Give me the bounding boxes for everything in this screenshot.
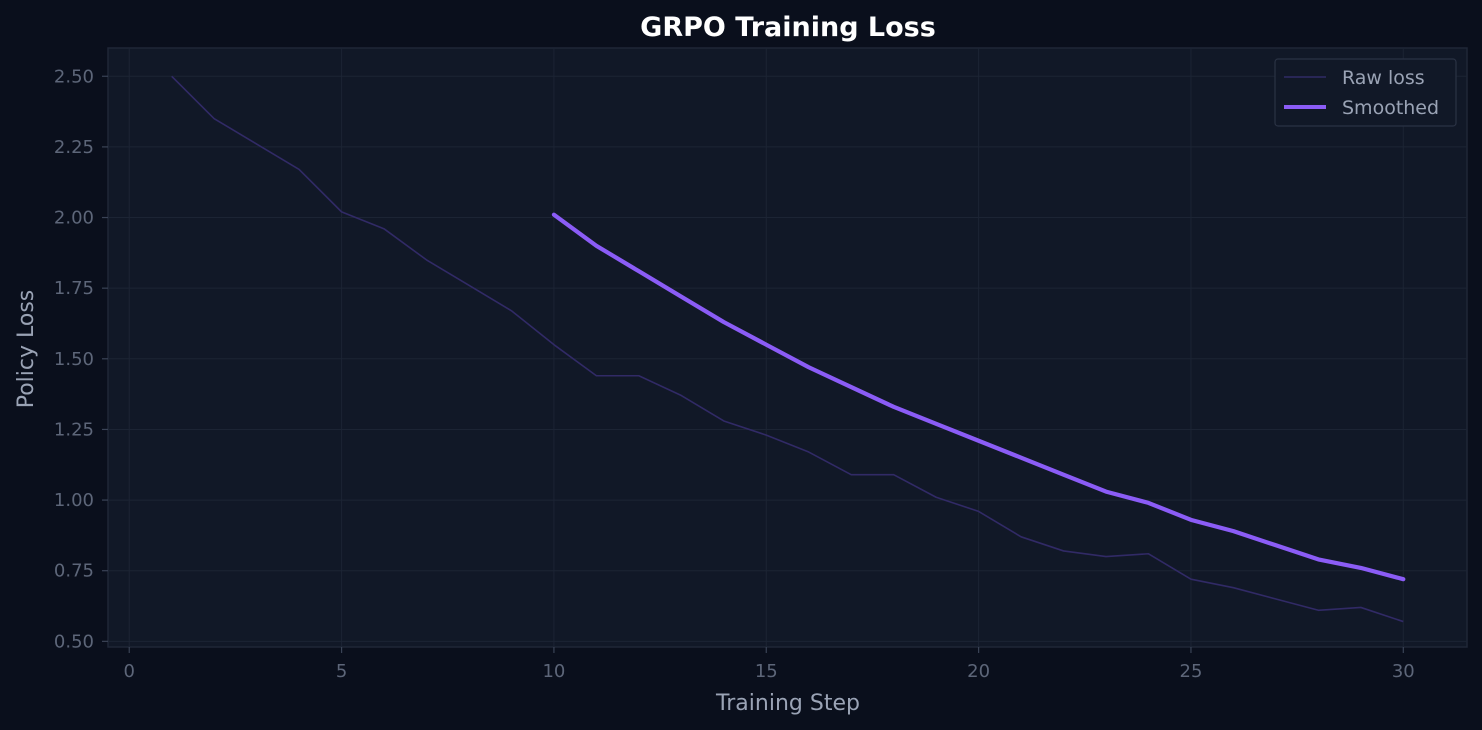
y-tick-label: 1.75 <box>54 278 94 299</box>
y-tick-label: 1.25 <box>54 419 94 440</box>
series-lines <box>171 75 1406 623</box>
series-line-smoothed <box>551 212 1406 582</box>
y-tick-label: 2.25 <box>54 137 94 158</box>
legend-box <box>1274 58 1457 127</box>
grid <box>108 48 1467 647</box>
x-tick-label: 5 <box>336 661 347 682</box>
x-tick-label: 10 <box>542 661 565 682</box>
axis-ticks: 0 5 10 15 20 25 30 0.50 0.75 1.00 1.25 1.50 1.75 2.00… <box>54 66 1415 682</box>
x-tick-label: 30 <box>1392 661 1415 682</box>
legend-label-smoothed: Smoothed <box>1342 97 1439 119</box>
y-tick-label: 2.00 <box>54 208 94 229</box>
series-line-raw-loss <box>171 75 1404 623</box>
y-axis-label: Policy Loss <box>14 290 39 409</box>
legend-label-raw: Raw loss <box>1342 67 1425 89</box>
y-tick-label: 0.50 <box>54 631 94 652</box>
x-axis-label: Training Step <box>715 691 860 716</box>
plot-area <box>107 47 1468 648</box>
y-tick-label: 2.50 <box>54 66 94 87</box>
x-tick-label: 0 <box>124 661 135 682</box>
x-tick-label: 20 <box>967 661 990 682</box>
y-tick-label: 1.50 <box>54 349 94 370</box>
y-tick-label: 0.75 <box>54 561 94 582</box>
legend: Raw loss Smoothed <box>1274 58 1457 127</box>
chart-title: GRPO Training Loss <box>640 12 936 43</box>
x-tick-label: 25 <box>1180 661 1203 682</box>
y-tick-label: 1.00 <box>54 490 94 511</box>
x-tick-label: 15 <box>755 661 778 682</box>
